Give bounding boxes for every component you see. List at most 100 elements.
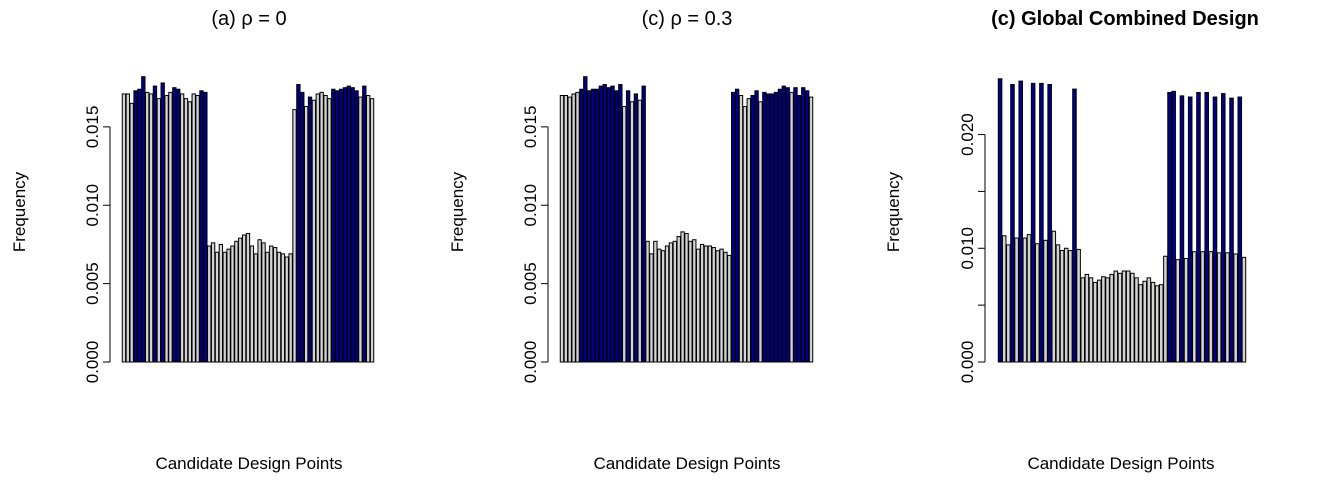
panel-c-rho-bar-18 xyxy=(625,90,631,363)
panel-a: (a) ρ = 0 Frequency Candidate Design Poi… xyxy=(10,8,375,473)
panel-global-bar-55 xyxy=(1220,93,1226,363)
panel-global-bar-44 xyxy=(1175,259,1181,363)
panel-a-bar-53 xyxy=(323,95,328,363)
panel-global-bar-24 xyxy=(1092,281,1098,363)
panel-global-xlabel: Candidate Design Points xyxy=(1027,454,1214,473)
panel-global-bar-6 xyxy=(1018,80,1024,363)
panel-c-rho-bar-40 xyxy=(711,247,716,363)
panel-global-bar-11 xyxy=(1039,82,1044,363)
panel-c-rho-ytick-label: 0.010 xyxy=(521,184,540,227)
panel-global-title: (c) Global Combined Design xyxy=(991,8,1259,30)
panel-a-bar-35 xyxy=(253,253,258,363)
panel-c-rho-bar-14 xyxy=(610,85,615,363)
panel-a-bar-29 xyxy=(230,245,235,363)
panel-c-rho-bar-25 xyxy=(653,240,658,363)
panel-a-bar-41 xyxy=(276,251,282,363)
panel-a-bar-33 xyxy=(245,232,251,363)
panel-c-rho-bar-56 xyxy=(773,91,779,363)
panel-a-bar-52 xyxy=(319,91,324,363)
panel-c-rho: (c) ρ = 0.3 Frequency Candidate Design P… xyxy=(448,8,814,473)
panel-a-bar-43 xyxy=(284,256,289,363)
panel-global-bar-9 xyxy=(1030,82,1036,363)
panel-c-rho-bar-63 xyxy=(801,87,806,363)
panel-global-bar-56 xyxy=(1225,252,1230,363)
panel-global-bar-21 xyxy=(1080,277,1086,363)
panel-c-rho-bar-21 xyxy=(637,99,642,363)
panel-global-ytick-label: 0.020 xyxy=(958,113,977,156)
panel-c-rho-ytick-label: 0.015 xyxy=(521,106,540,149)
panel-global-bar-8 xyxy=(1026,234,1032,363)
panel-global-yaxis: 0.000 0.010 0.020 xyxy=(958,113,986,384)
panel-global-bar-28 xyxy=(1109,273,1114,363)
panel-c-rho-bar-45 xyxy=(731,91,736,363)
panel-a-bar-31 xyxy=(238,237,243,363)
panel-c-rho-bar-29 xyxy=(668,242,674,363)
panel-c-rho-bar-38 xyxy=(703,245,709,363)
panel-global-bar-22 xyxy=(1084,273,1090,363)
panel-global-bar-25 xyxy=(1096,279,1102,363)
panel-a-bar-23 xyxy=(207,245,212,363)
panel-c-rho-ytick-label: 0.000 xyxy=(521,341,540,384)
panel-a-bar-47 xyxy=(300,91,305,363)
panel-global-bar-33 xyxy=(1130,272,1135,363)
panel-global-bar-19 xyxy=(1072,88,1077,363)
panel-c-rho-bar-41 xyxy=(715,250,720,363)
panel-global-bar-31 xyxy=(1121,270,1127,363)
panel-global-bar-47 xyxy=(1187,96,1193,363)
panel-global-bar-17 xyxy=(1063,247,1069,363)
panel-global-bar-26 xyxy=(1101,276,1106,363)
panel-a-bar-37 xyxy=(261,242,266,363)
panel-a-bar-61 xyxy=(354,90,359,363)
panel-a-ytick-label: 0.005 xyxy=(83,262,102,305)
panel-global-bar-7 xyxy=(1022,237,1028,363)
panel-c-rho-bar-3 xyxy=(567,96,572,363)
panel-global-bar-45 xyxy=(1179,95,1185,363)
panel-global-bar-15 xyxy=(1055,244,1061,363)
panel-a-bar-6 xyxy=(141,76,146,363)
panel-a-bar-38 xyxy=(265,251,270,363)
panel-global-bar-59 xyxy=(1237,96,1243,363)
panel-c-rho-bar-42 xyxy=(719,248,724,363)
panel-c-rho-bar-64 xyxy=(804,90,810,363)
panel-global-bar-40 xyxy=(1158,284,1164,363)
panel-a-bar-9 xyxy=(152,85,158,363)
panel-a-bar-8 xyxy=(148,93,154,363)
panel-global-bar-2 xyxy=(1001,235,1007,363)
panel-a-bar-19 xyxy=(191,93,196,363)
panel-a-ytick-label: 0.015 xyxy=(83,106,102,149)
panel-global-bar-42 xyxy=(1167,91,1172,363)
panel-a-ytick-label: 0.000 xyxy=(83,341,102,384)
panel-a-title: (a) ρ = 0 xyxy=(211,8,286,30)
panel-c-rho-bar-27 xyxy=(660,250,666,363)
panel-global-bar-41 xyxy=(1163,255,1168,363)
panel-a-bar-27 xyxy=(222,251,227,363)
panel-global-bar-43 xyxy=(1171,90,1176,363)
panel-a-bar-54 xyxy=(327,98,332,363)
panel-a-bar-39 xyxy=(269,245,274,363)
panel-global-ytick-label: 0.010 xyxy=(958,227,977,270)
panel-global-bar-60 xyxy=(1241,256,1247,363)
panel-a-bar-48 xyxy=(303,105,309,363)
panel-c-rho-bar-62 xyxy=(797,95,802,363)
panel-c-rho-bar-53 xyxy=(762,91,767,363)
panel-c-rho-bar-20 xyxy=(633,93,639,363)
panel-c-rho-yaxis: 0.000 0.005 0.010 0.015 xyxy=(521,106,549,384)
panel-global-bar-5 xyxy=(1014,237,1019,363)
panel-c-rho-bar-12 xyxy=(602,84,607,363)
panel-c-rho-bar-23 xyxy=(645,240,650,363)
panel-global-bar-1 xyxy=(997,78,1003,363)
panel-c-rho-bar-15 xyxy=(614,90,619,363)
panel-global-bar-3 xyxy=(1006,244,1011,363)
panel-a-xlabel: Candidate Design Points xyxy=(155,454,342,473)
panel-global-ytick-label: 0.000 xyxy=(958,341,977,384)
panel-c-rho-bar-30 xyxy=(672,240,678,363)
panel-c-rho-bar-10 xyxy=(594,88,600,363)
panel-c-rho-bar-34 xyxy=(688,240,693,363)
panel-c-rho-bar-5 xyxy=(575,91,580,363)
panel-c-rho-bar-13 xyxy=(606,87,611,363)
panel-a-bar-21 xyxy=(199,90,204,363)
panel-c-rho-bar-65 xyxy=(808,96,814,363)
panel-global-bar-36 xyxy=(1142,280,1148,363)
panel-global-bar-13 xyxy=(1047,84,1052,363)
panel-c-rho-bar-52 xyxy=(758,101,763,363)
